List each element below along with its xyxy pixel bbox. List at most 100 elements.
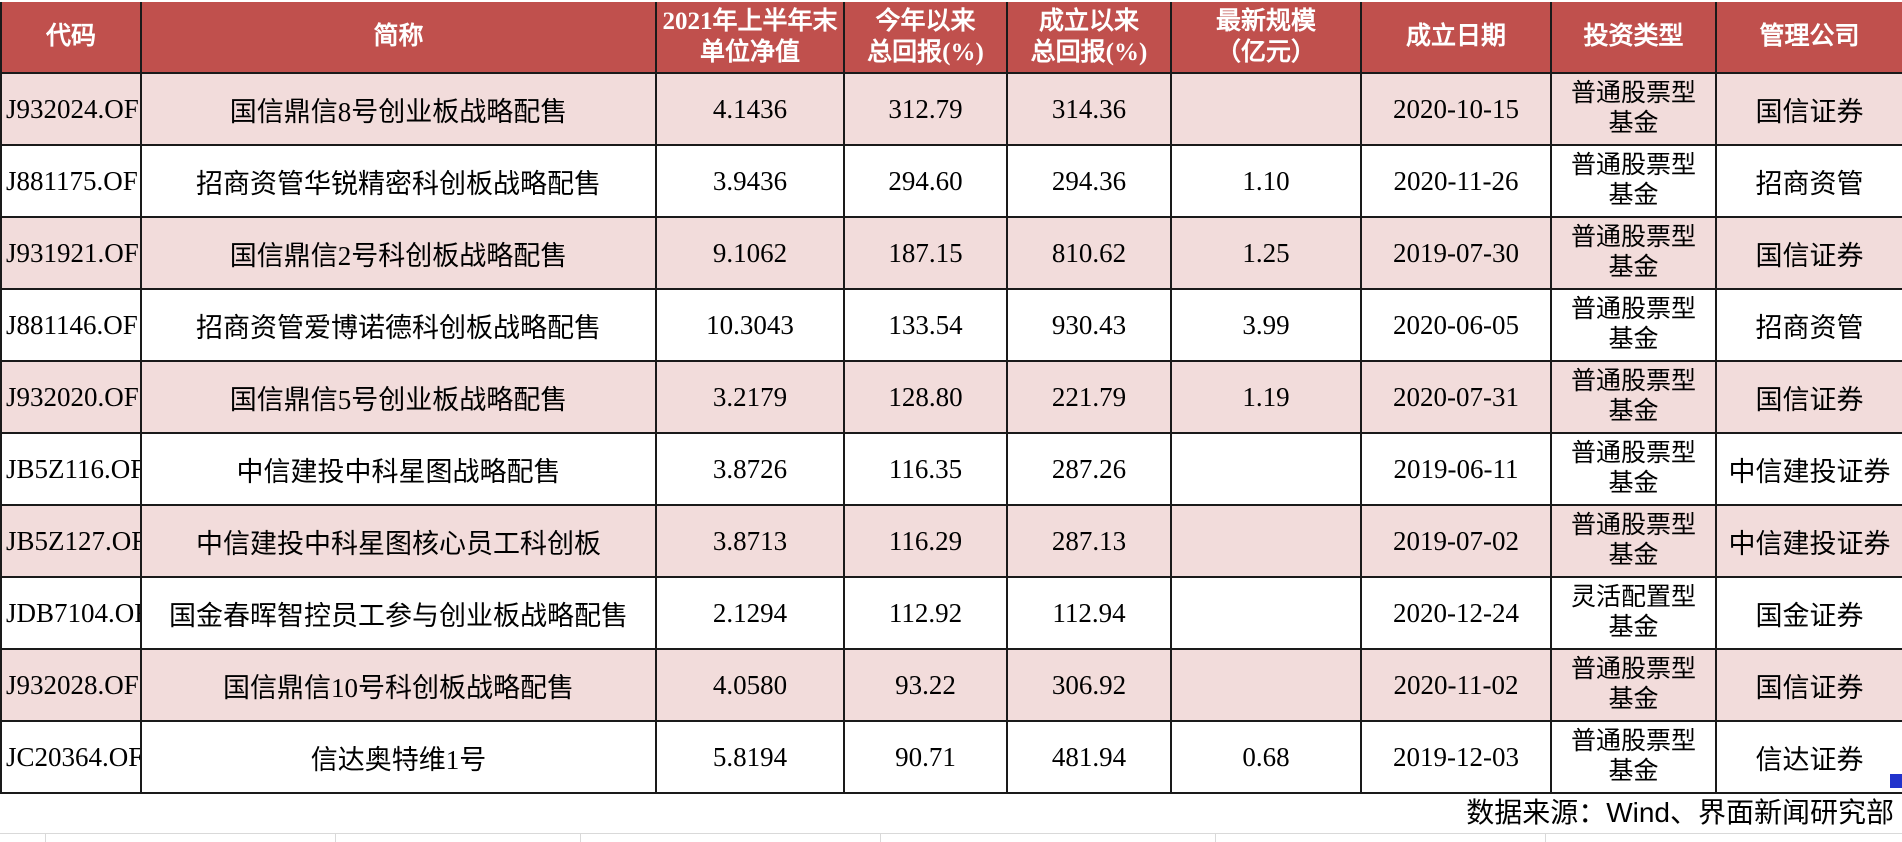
cell-scale: 0.68: [1170, 720, 1362, 794]
cell-inception-date: 2020-12-24: [1360, 576, 1552, 650]
header-manager: 管理公司: [1715, 2, 1902, 74]
cell-fund-type: 普通股票型基金: [1550, 144, 1717, 218]
cell-fund-name: 国信鼎信2号科创板战略配售: [140, 216, 657, 290]
cell-manager: 国金证券: [1715, 576, 1902, 650]
cell-manager: 中信建投证券: [1715, 504, 1902, 578]
cell-code: J932020.OF: [0, 360, 142, 434]
cell-nav: 10.3043: [655, 288, 845, 362]
table-row: J932020.OF 国信鼎信5号创业板战略配售 3.2179 128.80 2…: [0, 360, 1902, 434]
cell-inception-date: 2019-12-03: [1360, 720, 1552, 794]
table-row: J881175.OF 招商资管华锐精密科创板战略配售 3.9436 294.60…: [0, 144, 1902, 218]
cell-manager: 国信证券: [1715, 72, 1902, 146]
table-row: JC20364.OF 信达奥特维1号 5.8194 90.71 481.94 0…: [0, 720, 1902, 794]
cell-total-return: 287.13: [1006, 504, 1172, 578]
header-ytd-return: 今年以来 总回报(%): [843, 2, 1008, 74]
table-row: J881146.OF 招商资管爱博诺德科创板战略配售 10.3043 133.5…: [0, 288, 1902, 362]
cell-total-return: 314.36: [1006, 72, 1172, 146]
cell-scale: 1.19: [1170, 360, 1362, 434]
cell-code: JC20364.OF: [0, 720, 142, 794]
cell-fund-name: 中信建投中科星图战略配售: [140, 432, 657, 506]
cell-ytd-return: 116.35: [843, 432, 1008, 506]
cell-fund-type: 灵活配置型基金: [1550, 576, 1717, 650]
header-row: 代码 简称 2021年上半年末 单位净值 今年以来 总回报(%) 成立以来 总回…: [0, 2, 1902, 74]
cell-inception-date: 2020-10-15: [1360, 72, 1552, 146]
data-source-caption: 数据来源：Wind、界面新闻研究部: [1466, 797, 1894, 828]
cell-fund-type: 普通股票型基金: [1550, 360, 1717, 434]
cell-code: J931921.OF: [0, 216, 142, 290]
cell-nav: 4.0580: [655, 648, 845, 722]
cell-total-return: 306.92: [1006, 648, 1172, 722]
cell-nav: 3.9436: [655, 144, 845, 218]
cell-nav: 3.8726: [655, 432, 845, 506]
cell-total-return: 930.43: [1006, 288, 1172, 362]
cell-fund-name: 国信鼎信5号创业板战略配售: [140, 360, 657, 434]
cell-ytd-return: 90.71: [843, 720, 1008, 794]
cell-total-return: 294.36: [1006, 144, 1172, 218]
cell-ytd-return: 187.15: [843, 216, 1008, 290]
cell-scale: 1.10: [1170, 144, 1362, 218]
cell-manager: 中信建投证券: [1715, 432, 1902, 506]
cell-fund-type: 普通股票型基金: [1550, 648, 1717, 722]
cell-ytd-return: 294.60: [843, 144, 1008, 218]
cell-inception-date: 2019-07-30: [1360, 216, 1552, 290]
cell-manager: 国信证券: [1715, 648, 1902, 722]
header-fund-type: 投资类型: [1550, 2, 1717, 74]
cell-code: J932024.OF: [0, 72, 142, 146]
cell-fund-type: 普通股票型基金: [1550, 720, 1717, 794]
cell-scale: [1170, 648, 1362, 722]
cell-nav: 5.8194: [655, 720, 845, 794]
table-row: JB5Z116.OF 中信建投中科星图战略配售 3.8726 116.35 28…: [0, 432, 1902, 506]
cell-inception-date: 2019-06-11: [1360, 432, 1552, 506]
cell-nav: 2.1294: [655, 576, 845, 650]
cell-nav: 3.8713: [655, 504, 845, 578]
table-row: J931921.OF 国信鼎信2号科创板战略配售 9.1062 187.15 8…: [0, 216, 1902, 290]
cell-code: JDB7104.OF: [0, 576, 142, 650]
cell-code: JB5Z127.OF: [0, 504, 142, 578]
header-inception-date: 成立日期: [1360, 2, 1552, 74]
cell-total-return: 810.62: [1006, 216, 1172, 290]
cell-nav: 3.2179: [655, 360, 845, 434]
fund-performance-table: 代码 简称 2021年上半年末 单位净值 今年以来 总回报(%) 成立以来 总回…: [0, 2, 1902, 794]
cell-code: J881146.OF: [0, 288, 142, 362]
cell-inception-date: 2020-06-05: [1360, 288, 1552, 362]
table-row: J932028.OF 国信鼎信10号科创板战略配售 4.0580 93.22 3…: [0, 648, 1902, 722]
cell-manager: 国信证券: [1715, 216, 1902, 290]
cell-code: JB5Z116.OF: [0, 432, 142, 506]
cell-inception-date: 2019-07-02: [1360, 504, 1552, 578]
header-fund-name: 简称: [140, 2, 657, 74]
cell-inception-date: 2020-11-02: [1360, 648, 1552, 722]
cell-scale: [1170, 504, 1362, 578]
cell-fund-name: 信达奥特维1号: [140, 720, 657, 794]
cell-scale: [1170, 72, 1362, 146]
cell-fund-type: 普通股票型基金: [1550, 432, 1717, 506]
cell-total-return: 112.94: [1006, 576, 1172, 650]
cell-ytd-return: 116.29: [843, 504, 1008, 578]
cell-scale: 1.25: [1170, 216, 1362, 290]
cell-nav: 9.1062: [655, 216, 845, 290]
cell-fund-name: 招商资管华锐精密科创板战略配售: [140, 144, 657, 218]
cell-total-return: 221.79: [1006, 360, 1172, 434]
cell-fund-name: 国金春晖智控员工参与创业板战略配售: [140, 576, 657, 650]
blue-corner-marker-icon: [1890, 774, 1902, 788]
cell-manager: 招商资管: [1715, 144, 1902, 218]
cell-scale: 3.99: [1170, 288, 1362, 362]
table-row: J932024.OF 国信鼎信8号创业板战略配售 4.1436 312.79 3…: [0, 72, 1902, 146]
header-code: 代码: [0, 2, 142, 74]
table-row: JDB7104.OF 国金春晖智控员工参与创业板战略配售 2.1294 112.…: [0, 576, 1902, 650]
cell-ytd-return: 112.92: [843, 576, 1008, 650]
cell-fund-name: 招商资管爱博诺德科创板战略配售: [140, 288, 657, 362]
cell-fund-name: 国信鼎信10号科创板战略配售: [140, 648, 657, 722]
spreadsheet-gridlines: [0, 833, 1902, 842]
cell-fund-type: 普通股票型基金: [1550, 72, 1717, 146]
cell-inception-date: 2020-11-26: [1360, 144, 1552, 218]
cell-code: J881175.OF: [0, 144, 142, 218]
cell-ytd-return: 133.54: [843, 288, 1008, 362]
cell-fund-type: 普通股票型基金: [1550, 504, 1717, 578]
cell-nav: 4.1436: [655, 72, 845, 146]
cell-ytd-return: 128.80: [843, 360, 1008, 434]
cell-total-return: 287.26: [1006, 432, 1172, 506]
cell-manager: 招商资管: [1715, 288, 1902, 362]
table-row: JB5Z127.OF 中信建投中科星图核心员工科创板 3.8713 116.29…: [0, 504, 1902, 578]
cell-total-return: 481.94: [1006, 720, 1172, 794]
